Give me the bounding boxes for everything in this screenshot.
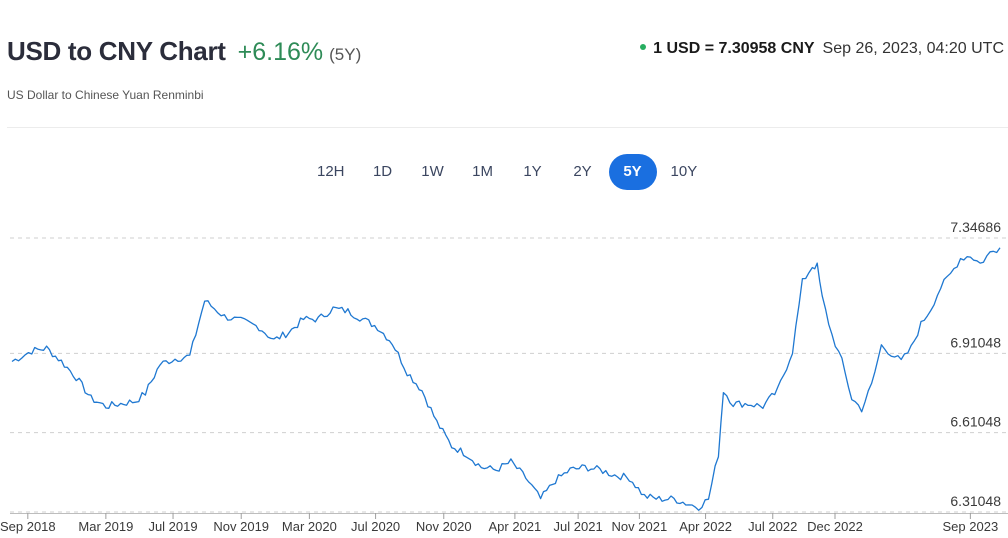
tab-1y[interactable]: 1Y [523, 163, 542, 180]
header-divider [7, 127, 1008, 128]
live-status-dot-icon [640, 44, 647, 50]
page-subtitle: US Dollar to Chinese Yuan Renminbi [7, 88, 204, 102]
x-tick-label: Sep 2018 [0, 519, 56, 534]
x-tick-label: Mar 2020 [282, 519, 337, 534]
tab-1w[interactable]: 1W [421, 163, 444, 180]
tab-2y[interactable]: 2Y [573, 163, 592, 180]
x-tick-label: Nov 2019 [213, 519, 269, 534]
x-tick-label: Nov 2020 [416, 519, 472, 534]
tab-1m[interactable]: 1M [472, 163, 493, 180]
tab-12h[interactable]: 12H [317, 163, 345, 180]
usd-cny-series-line [11, 247, 1001, 511]
tab-1d[interactable]: 1D [372, 163, 393, 180]
x-tick-label: Jul 2020 [351, 519, 400, 534]
tab-5y[interactable]: 5Y [608, 154, 657, 190]
x-tick-label: Dec 2022 [807, 519, 863, 534]
x-tick-label: Apr 2022 [679, 519, 732, 534]
y-tick-label: 6.31048 [950, 493, 1001, 509]
x-tick-label: Nov 2021 [612, 519, 668, 534]
rate-value: 1 USD = 7.30958 CNY [653, 40, 815, 57]
chart-heading: USD to CNY Chart +6.16% (5Y) [7, 36, 361, 67]
x-tick-label: Apr 2021 [489, 519, 542, 534]
x-tick-label: Jul 2022 [748, 519, 797, 534]
page-title: USD to CNY Chart [7, 36, 226, 66]
exchange-rate-chart[interactable]: 7.34686 6.91048 6.61048 6.31048 Sep 2018 Mar … [0, 215, 1008, 538]
x-tick-label: Sep 2023 [943, 519, 999, 534]
x-tick-label: Jul 2021 [554, 519, 603, 534]
tab-10y[interactable]: 10Y [670, 163, 698, 180]
x-tick-label: Mar 2019 [78, 519, 133, 534]
current-rate: 1 USD = 7.30958 CNY Sep 26, 2023, 04:20 … [640, 40, 1004, 58]
percent-change: +6.16% [237, 38, 324, 66]
y-tick-label: 6.91048 [950, 334, 1001, 350]
timeframe-tabs: 12H 1D 1W 1M 1Y 2Y 5Y 10Y [305, 154, 711, 190]
period-label: (5Y) [329, 45, 362, 64]
x-tick-label: Jul 2019 [148, 519, 197, 534]
y-tick-label: 6.61048 [950, 414, 1001, 430]
y-tick-label: 7.34686 [950, 219, 1001, 235]
rate-timestamp: Sep 26, 2023, 04:20 UTC [822, 40, 1004, 57]
